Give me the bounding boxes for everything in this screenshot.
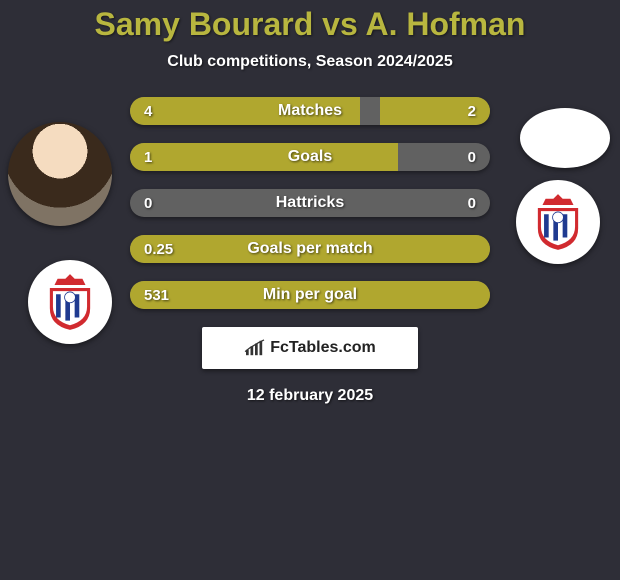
stat-value-right: 0: [468, 195, 476, 212]
player2-avatar: [520, 108, 610, 168]
stat-row-hattricks: 0 Hattricks 0: [130, 189, 490, 217]
stat-row-min-per-goal: 531 Min per goal: [130, 281, 490, 309]
stat-label: Goals: [130, 148, 490, 166]
barchart-icon: [244, 339, 266, 357]
site-attribution: FcTables.com: [202, 327, 418, 369]
stat-row-matches: 4 Matches 2: [130, 97, 490, 125]
stat-row-goals-per-match: 0.25 Goals per match: [130, 235, 490, 263]
player1-club-badge: [28, 260, 112, 344]
snapshot-date: 12 february 2025: [0, 387, 620, 405]
stat-label: Matches: [130, 102, 490, 120]
stats-area: 4 Matches 2 1 Goals 0 0 Hattricks 0 0.25…: [130, 97, 490, 309]
stat-value-right: 2: [468, 103, 476, 120]
club-crest-icon: [527, 191, 589, 253]
stat-label: Goals per match: [130, 240, 490, 258]
subtitle: Club competitions, Season 2024/2025: [0, 53, 620, 71]
stat-label: Min per goal: [130, 286, 490, 304]
page-title: Samy Bourard vs A. Hofman: [0, 6, 620, 43]
site-name: FcTables.com: [270, 339, 376, 357]
stat-value-right: 0: [468, 149, 476, 166]
comparison-card: Samy Bourard vs A. Hofman Club competiti…: [0, 0, 620, 580]
player1-avatar: [8, 122, 112, 226]
stat-label: Hattricks: [130, 194, 490, 212]
club-crest-icon: [39, 271, 101, 333]
stat-row-goals: 1 Goals 0: [130, 143, 490, 171]
player2-club-badge: [516, 180, 600, 264]
